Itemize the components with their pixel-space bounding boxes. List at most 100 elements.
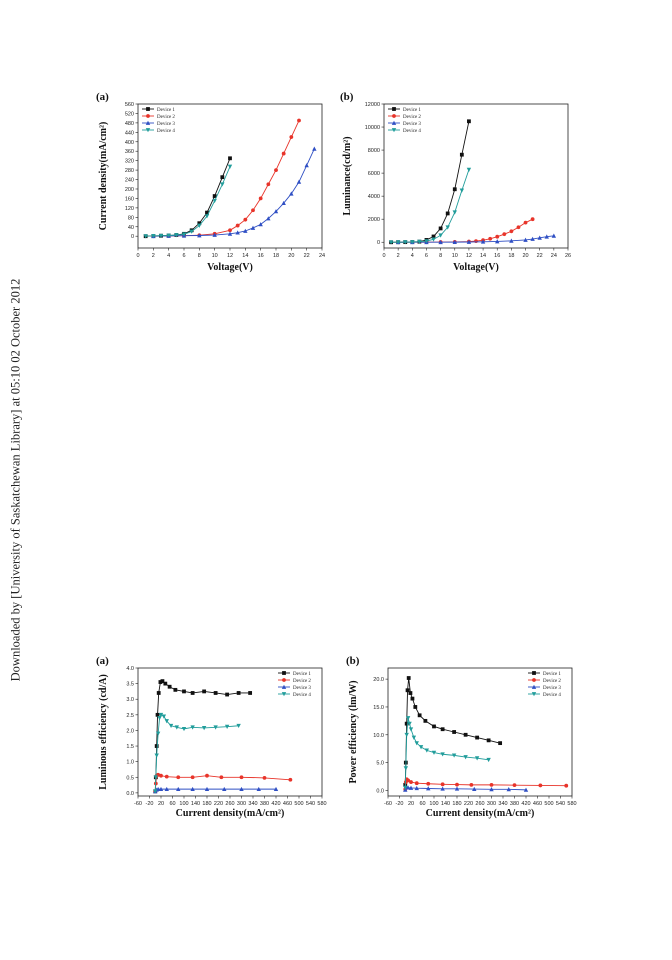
data-point <box>431 750 437 755</box>
x-tick-label: 420 <box>521 801 530 807</box>
data-point <box>403 785 408 790</box>
x-tick-label: 140 <box>441 801 450 807</box>
plot-frame <box>383 103 569 249</box>
data-point <box>564 783 569 788</box>
data-point <box>452 187 457 192</box>
data-point <box>281 151 286 156</box>
data-point <box>538 783 543 788</box>
data-point <box>239 786 244 792</box>
x-tick-label: 180 <box>452 801 461 807</box>
data-point <box>174 233 179 238</box>
legend: Device 1 Device 2 Device 3 Device 4 <box>142 107 175 134</box>
data-point <box>452 730 457 734</box>
x-tick-label: 100 <box>429 801 438 807</box>
legend-label: Device 2 <box>157 115 175 120</box>
data-point <box>161 714 167 719</box>
data-point <box>551 233 557 238</box>
data-point <box>166 233 171 238</box>
data-point <box>212 198 217 204</box>
legend-marker <box>281 684 287 689</box>
x-tick-label: 260 <box>475 801 484 807</box>
x-tick-label: 6 <box>182 253 185 259</box>
data-point <box>235 230 240 235</box>
data-point <box>235 223 240 228</box>
data-point <box>417 713 422 718</box>
data-point <box>445 211 450 216</box>
data-point <box>158 712 164 718</box>
x-tick-label: 580 <box>567 801 576 807</box>
data-point <box>288 777 293 782</box>
data-point <box>523 787 529 792</box>
x-tick-label: 380 <box>510 801 519 807</box>
data-point <box>164 786 169 792</box>
data-point <box>537 235 542 240</box>
data-point <box>296 179 302 184</box>
chart-current-density-vs-voltage: (a) 0 2 4 6 8 10 12 14 16 18 20 22 24 0 40 80 120 160 200 24… <box>92 90 328 290</box>
x-tick-label: 580 <box>317 801 326 807</box>
legend-marker <box>392 114 396 118</box>
x-axis-label: Voltage(V) <box>207 262 253 273</box>
x-tick-label: 22 <box>304 253 310 259</box>
data-point <box>304 163 309 168</box>
data-point <box>236 723 241 729</box>
data-point <box>266 182 271 187</box>
y-tick-label: 160 <box>125 196 134 202</box>
data-point <box>455 782 459 787</box>
data-point <box>403 766 409 771</box>
data-point <box>424 748 430 753</box>
series-2 <box>151 118 301 239</box>
y-axis-label: Power efficiency (lm/W) <box>348 680 359 783</box>
legend-marker <box>532 671 536 675</box>
data-point <box>164 774 169 779</box>
panel-label: (b) <box>340 91 354 103</box>
legend-label: Device 3 <box>293 686 311 691</box>
legend-label: Device 4 <box>403 129 421 134</box>
data-point <box>273 786 279 792</box>
legend-label: Device 1 <box>543 672 561 677</box>
data-point <box>466 167 472 172</box>
data-point <box>220 175 225 180</box>
y-tick-label: 15.0 <box>373 705 384 711</box>
data-point <box>544 234 549 239</box>
panel-label: (b) <box>346 655 360 667</box>
series-line <box>153 148 315 237</box>
data-point <box>158 786 164 792</box>
data-point <box>190 786 195 792</box>
data-point <box>409 780 413 784</box>
x-tick-label: 16 <box>258 253 264 259</box>
data-point <box>431 237 436 242</box>
x-tick-label: 460 <box>533 801 542 807</box>
data-point <box>417 239 422 244</box>
series-line <box>153 120 300 237</box>
legend: Device 1 Device 2 Device 3 Device 4 <box>388 107 421 134</box>
legend-label: Device 4 <box>543 693 561 698</box>
legend-label: Device 2 <box>543 679 561 684</box>
series-1 <box>143 156 232 239</box>
data-point <box>158 233 164 239</box>
y-tick-label: 2.5 <box>126 713 134 719</box>
data-point <box>408 691 413 695</box>
chart-power-efficiency-vs-current-density: (b) -60 -20 20 60 100 140 180 220 260 300 340 380 420… <box>342 654 578 836</box>
legend-marker <box>391 120 397 125</box>
x-tick-label: -60 <box>384 801 392 807</box>
data-point <box>225 692 230 697</box>
legend-marker <box>146 107 150 111</box>
y-tick-label: 3.5 <box>126 682 134 688</box>
x-tick-label: 540 <box>306 801 315 807</box>
x-tick-label: 20 <box>522 253 528 259</box>
data-point <box>408 727 414 732</box>
y-tick-label: 280 <box>125 168 134 174</box>
y-tick-label: 10000 <box>365 125 380 131</box>
y-tick-label: 560 <box>125 102 134 108</box>
x-tick-label: 4 <box>411 253 414 259</box>
series-4 <box>153 712 241 794</box>
series-3 <box>395 233 557 245</box>
data-point <box>243 217 248 222</box>
legend-marker <box>145 128 151 133</box>
data-point <box>164 719 169 724</box>
series-line <box>154 714 239 792</box>
data-point <box>243 228 248 233</box>
series-line <box>404 717 489 788</box>
chart-svg: (b) -60 -20 20 60 100 140 180 220 260 300 340 380 420… <box>346 655 577 819</box>
data-point <box>498 741 503 746</box>
